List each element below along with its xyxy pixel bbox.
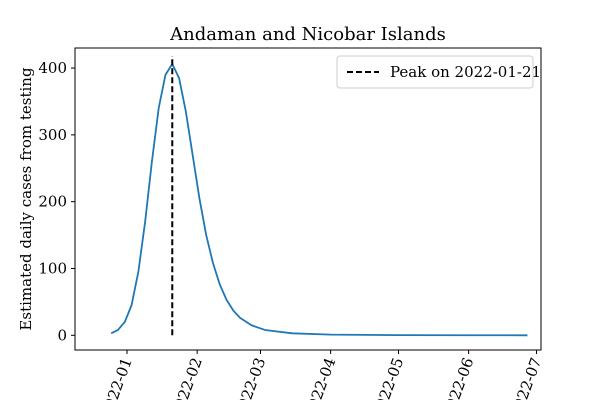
x-tick-label: 2022-07 — [507, 355, 545, 400]
series-line-0 — [110, 63, 528, 337]
y-tick-label: 400 — [38, 59, 67, 77]
y-tick-label: 200 — [38, 193, 67, 211]
y-axis-label: Estimated daily cases from testing — [17, 67, 35, 331]
x-tick-label: 2022-05 — [369, 355, 407, 400]
y-tick-label: 300 — [38, 126, 67, 144]
chart-title: Andaman and Nicobar Islands — [169, 24, 446, 45]
x-tick-label: 2022-02 — [168, 355, 206, 400]
x-tick-label: 2022-01 — [98, 355, 136, 400]
y-tick-label: 0 — [57, 326, 67, 344]
axes-frame — [74, 47, 542, 351]
y-tick-label: 100 — [38, 259, 67, 277]
plot-area — [110, 56, 528, 337]
legend: Peak on 2022-01-21 — [336, 55, 541, 89]
x-tick-label: 2022-06 — [439, 355, 477, 400]
legend-box — [336, 55, 534, 89]
axis-ticks: 0 100 200 300 400 2022-01 2022-02 2022-03 2022-0… — [38, 59, 545, 400]
x-tick-label: 2022-04 — [301, 355, 339, 400]
legend-label-peak: Peak on 2022-01-21 — [390, 63, 541, 81]
x-tick-label: 2022-03 — [231, 355, 269, 400]
